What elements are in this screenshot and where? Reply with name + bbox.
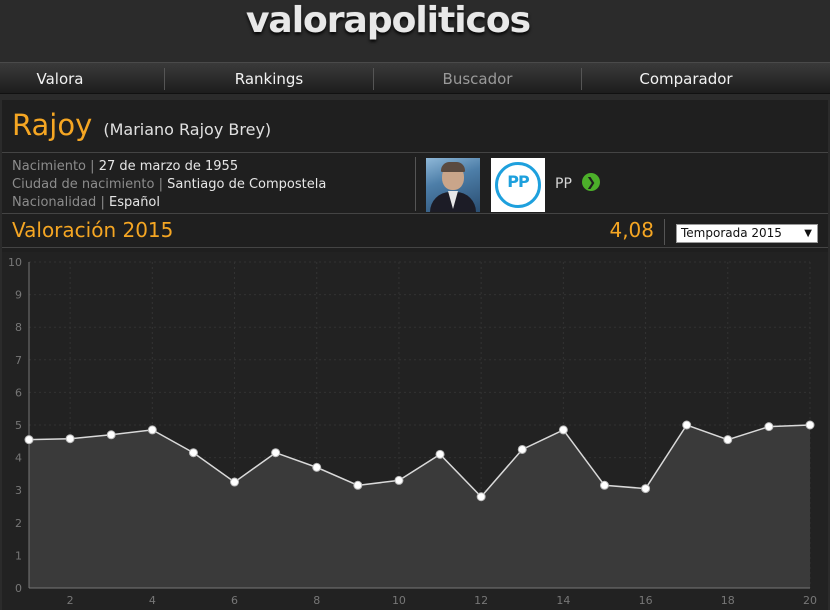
- y-tick-label: 9: [15, 289, 22, 302]
- y-tick-label: 4: [15, 452, 22, 465]
- nav-item-comparador[interactable]: Comparador: [639, 70, 733, 88]
- data-point: [230, 477, 240, 487]
- y-tick-label: 5: [15, 419, 22, 432]
- data-point: [682, 420, 692, 430]
- main-nav: Valora Rankings Buscador Comparador: [0, 62, 830, 94]
- data-point: [805, 420, 815, 430]
- bio-details: Nacimiento | 27 de marzo de 1955 Ciudad …: [12, 158, 412, 212]
- series-area: [29, 425, 810, 588]
- site-header: valorapoliticos: [0, 0, 830, 60]
- nav-item-valora[interactable]: Valora: [36, 70, 84, 88]
- x-tick-label: 12: [474, 594, 488, 607]
- y-tick-label: 7: [15, 354, 22, 367]
- data-point: [106, 430, 116, 440]
- rating-score: 4,08: [609, 218, 654, 242]
- birth-city-value: Santiago de Compostela: [167, 177, 327, 192]
- data-point: [599, 480, 609, 490]
- nationality-label: Nacionalidad: [12, 195, 97, 210]
- field-separator: |: [90, 159, 95, 174]
- x-tick-label: 4: [149, 594, 156, 607]
- chevron-right-icon[interactable]: ❯: [582, 173, 600, 191]
- dropdown-arrow-icon: ▼: [804, 228, 812, 239]
- politician-name: Rajoy (Mariano Rajoy Brey): [12, 108, 271, 148]
- data-point: [147, 425, 157, 435]
- x-tick-label: 16: [639, 594, 653, 607]
- nav-item-buscador[interactable]: Buscador: [442, 70, 513, 88]
- x-tick-label: 6: [231, 594, 238, 607]
- y-tick-label: 3: [15, 484, 22, 497]
- data-point: [353, 480, 363, 490]
- data-point: [476, 492, 486, 502]
- field-separator: |: [158, 177, 163, 192]
- y-tick-label: 10: [8, 256, 22, 269]
- birth-date-label: Nacimiento: [12, 159, 87, 174]
- data-point: [764, 422, 774, 432]
- y-tick-label: 2: [15, 517, 22, 530]
- politician-photo: [426, 158, 480, 212]
- data-point: [188, 448, 198, 458]
- data-point: [435, 449, 445, 459]
- x-tick-label: 2: [67, 594, 74, 607]
- data-point: [394, 475, 404, 485]
- birth-date-row: Nacimiento | 27 de marzo de 1955: [12, 158, 412, 176]
- field-separator: |: [100, 195, 105, 210]
- x-tick-label: 20: [803, 594, 817, 607]
- data-point: [271, 448, 281, 458]
- rating-header: Valoración 2015 4,08 Temporada 2015 ▼: [2, 216, 828, 248]
- x-tick-label: 18: [721, 594, 735, 607]
- politician-fullname: (Mariano Rajoy Brey): [103, 120, 272, 139]
- y-tick-label: 0: [15, 582, 22, 595]
- party-logo[interactable]: PP: [491, 158, 545, 212]
- y-tick-label: 1: [15, 549, 22, 562]
- data-point: [312, 462, 322, 472]
- data-point: [558, 425, 568, 435]
- party-name[interactable]: PP: [555, 176, 572, 192]
- party-logo-text: PP: [507, 172, 529, 191]
- nav-item-rankings[interactable]: Rankings: [234, 70, 304, 88]
- rating-title: Valoración 2015: [12, 218, 174, 242]
- data-point: [24, 435, 34, 445]
- series-line: [28, 424, 811, 498]
- rating-divider: [664, 219, 665, 245]
- nationality-value: Español: [108, 195, 160, 210]
- data-point: [517, 444, 527, 454]
- season-select[interactable]: Temporada 2015 ▼: [676, 224, 818, 243]
- y-tick-label: 6: [15, 386, 22, 399]
- season-select-value: Temporada 2015: [681, 226, 782, 240]
- nav-divider: [581, 68, 582, 90]
- data-point: [65, 434, 75, 444]
- data-point: [723, 435, 733, 445]
- info-divider: [415, 157, 416, 211]
- politician-surname: Rajoy: [12, 108, 93, 142]
- data-point: [641, 484, 651, 494]
- birth-city-label: Ciudad de nacimiento: [12, 177, 155, 192]
- politician-info: Nacimiento | 27 de marzo de 1955 Ciudad …: [2, 152, 828, 214]
- y-tick-label: 8: [15, 321, 22, 334]
- site-logo[interactable]: valorapoliticos: [245, 0, 531, 41]
- x-tick-label: 8: [313, 594, 320, 607]
- birth-date-value: 27 de marzo de 1955: [98, 159, 239, 174]
- x-tick-label: 14: [556, 594, 570, 607]
- nav-divider: [373, 68, 374, 90]
- nationality-row: Nacionalidad | Español: [12, 194, 412, 212]
- politician-panel: Rajoy (Mariano Rajoy Brey) Nacimiento | …: [2, 100, 828, 610]
- nav-divider: [164, 68, 165, 90]
- x-tick-label: 10: [392, 594, 406, 607]
- birth-city-row: Ciudad de nacimiento | Santiago de Compo…: [12, 176, 412, 194]
